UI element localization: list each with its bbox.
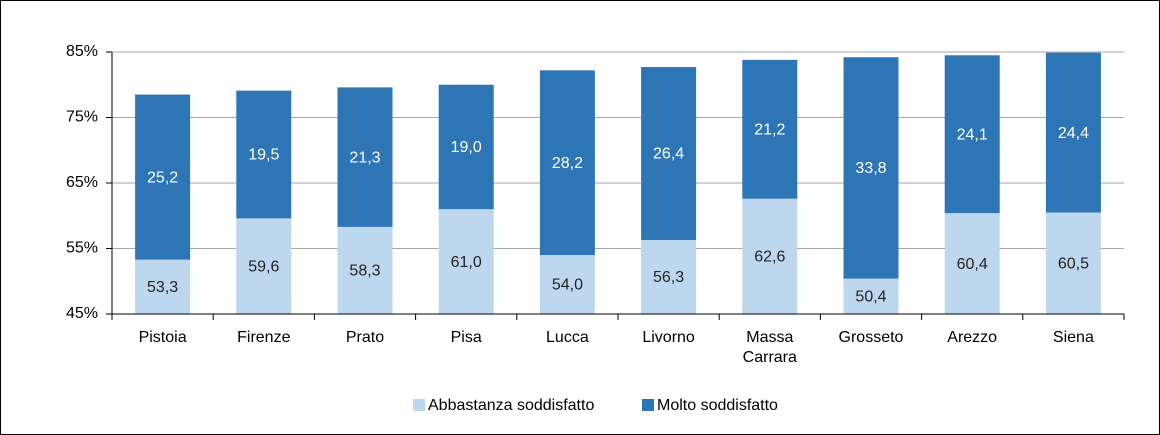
x-tick-label: Grosseto (838, 329, 904, 346)
bar-segment (944, 55, 1000, 214)
bar-segment (135, 94, 191, 260)
data-label: 50,4 (855, 289, 886, 306)
y-tick-label: 55% (66, 240, 98, 257)
x-tick-label: Livorno (642, 329, 695, 346)
bar-segment (1045, 212, 1101, 314)
x-tick-label: Siena (1052, 329, 1094, 346)
x-tick-label: Firenze (237, 329, 291, 346)
bar-segment (742, 198, 798, 314)
data-label: 53,3 (147, 279, 178, 296)
bar-segment (843, 278, 899, 314)
x-tick-label: Pistoia (138, 329, 187, 346)
y-tick-label: 45% (66, 305, 98, 322)
x-tick-label: Arezzo (947, 329, 998, 346)
data-label: 25,2 (147, 169, 178, 186)
data-label: 59,6 (248, 258, 279, 275)
bar-segment (843, 57, 899, 279)
data-label: 24,1 (957, 126, 988, 143)
data-label: 21,2 (754, 122, 785, 139)
x-tick-label: Prato (345, 329, 385, 346)
data-label: 33,8 (855, 160, 886, 177)
bar-segment (944, 213, 1000, 314)
data-label: 62,6 (754, 249, 785, 266)
legend-label: Molto soddisfatto (657, 397, 778, 414)
data-label: 61,0 (451, 254, 482, 271)
y-tick-label: 75% (66, 109, 98, 126)
data-label: 19,5 (248, 147, 279, 164)
data-label: 19,0 (451, 139, 482, 156)
x-tick-label: Lucca (546, 329, 589, 346)
data-label: 60,5 (1058, 255, 1089, 272)
bar-segment (135, 259, 191, 314)
bar-segment (236, 218, 292, 314)
bar-segment (742, 59, 798, 199)
bar-segment (236, 90, 292, 219)
data-label: 21,3 (349, 149, 380, 166)
data-label: 54,0 (552, 277, 583, 294)
data-label: 28,2 (552, 155, 583, 172)
data-label: 26,4 (653, 146, 684, 163)
x-tick-label: Massa Carrara (742, 329, 797, 366)
data-label: 56,3 (653, 269, 684, 286)
data-label: 58,3 (349, 263, 380, 280)
y-tick-label: 65% (66, 174, 98, 191)
data-label: 60,4 (957, 256, 988, 273)
bar-segment (337, 226, 393, 314)
y-tick-label: 85% (66, 43, 98, 60)
bar-segment (539, 70, 595, 256)
bar-segment (438, 209, 494, 314)
x-tick-label: Pisa (450, 329, 482, 346)
bar-segment (641, 67, 697, 240)
bar-segment (1045, 52, 1101, 213)
bar-segment (539, 255, 595, 314)
bar-segment (641, 239, 697, 314)
legend-swatch (642, 399, 654, 411)
legend-swatch (413, 399, 425, 411)
data-label: 24,4 (1058, 125, 1089, 142)
bar-segment (438, 84, 494, 210)
bar-segment (337, 87, 393, 227)
legend-label: Abbastanza soddisfatto (428, 397, 594, 414)
